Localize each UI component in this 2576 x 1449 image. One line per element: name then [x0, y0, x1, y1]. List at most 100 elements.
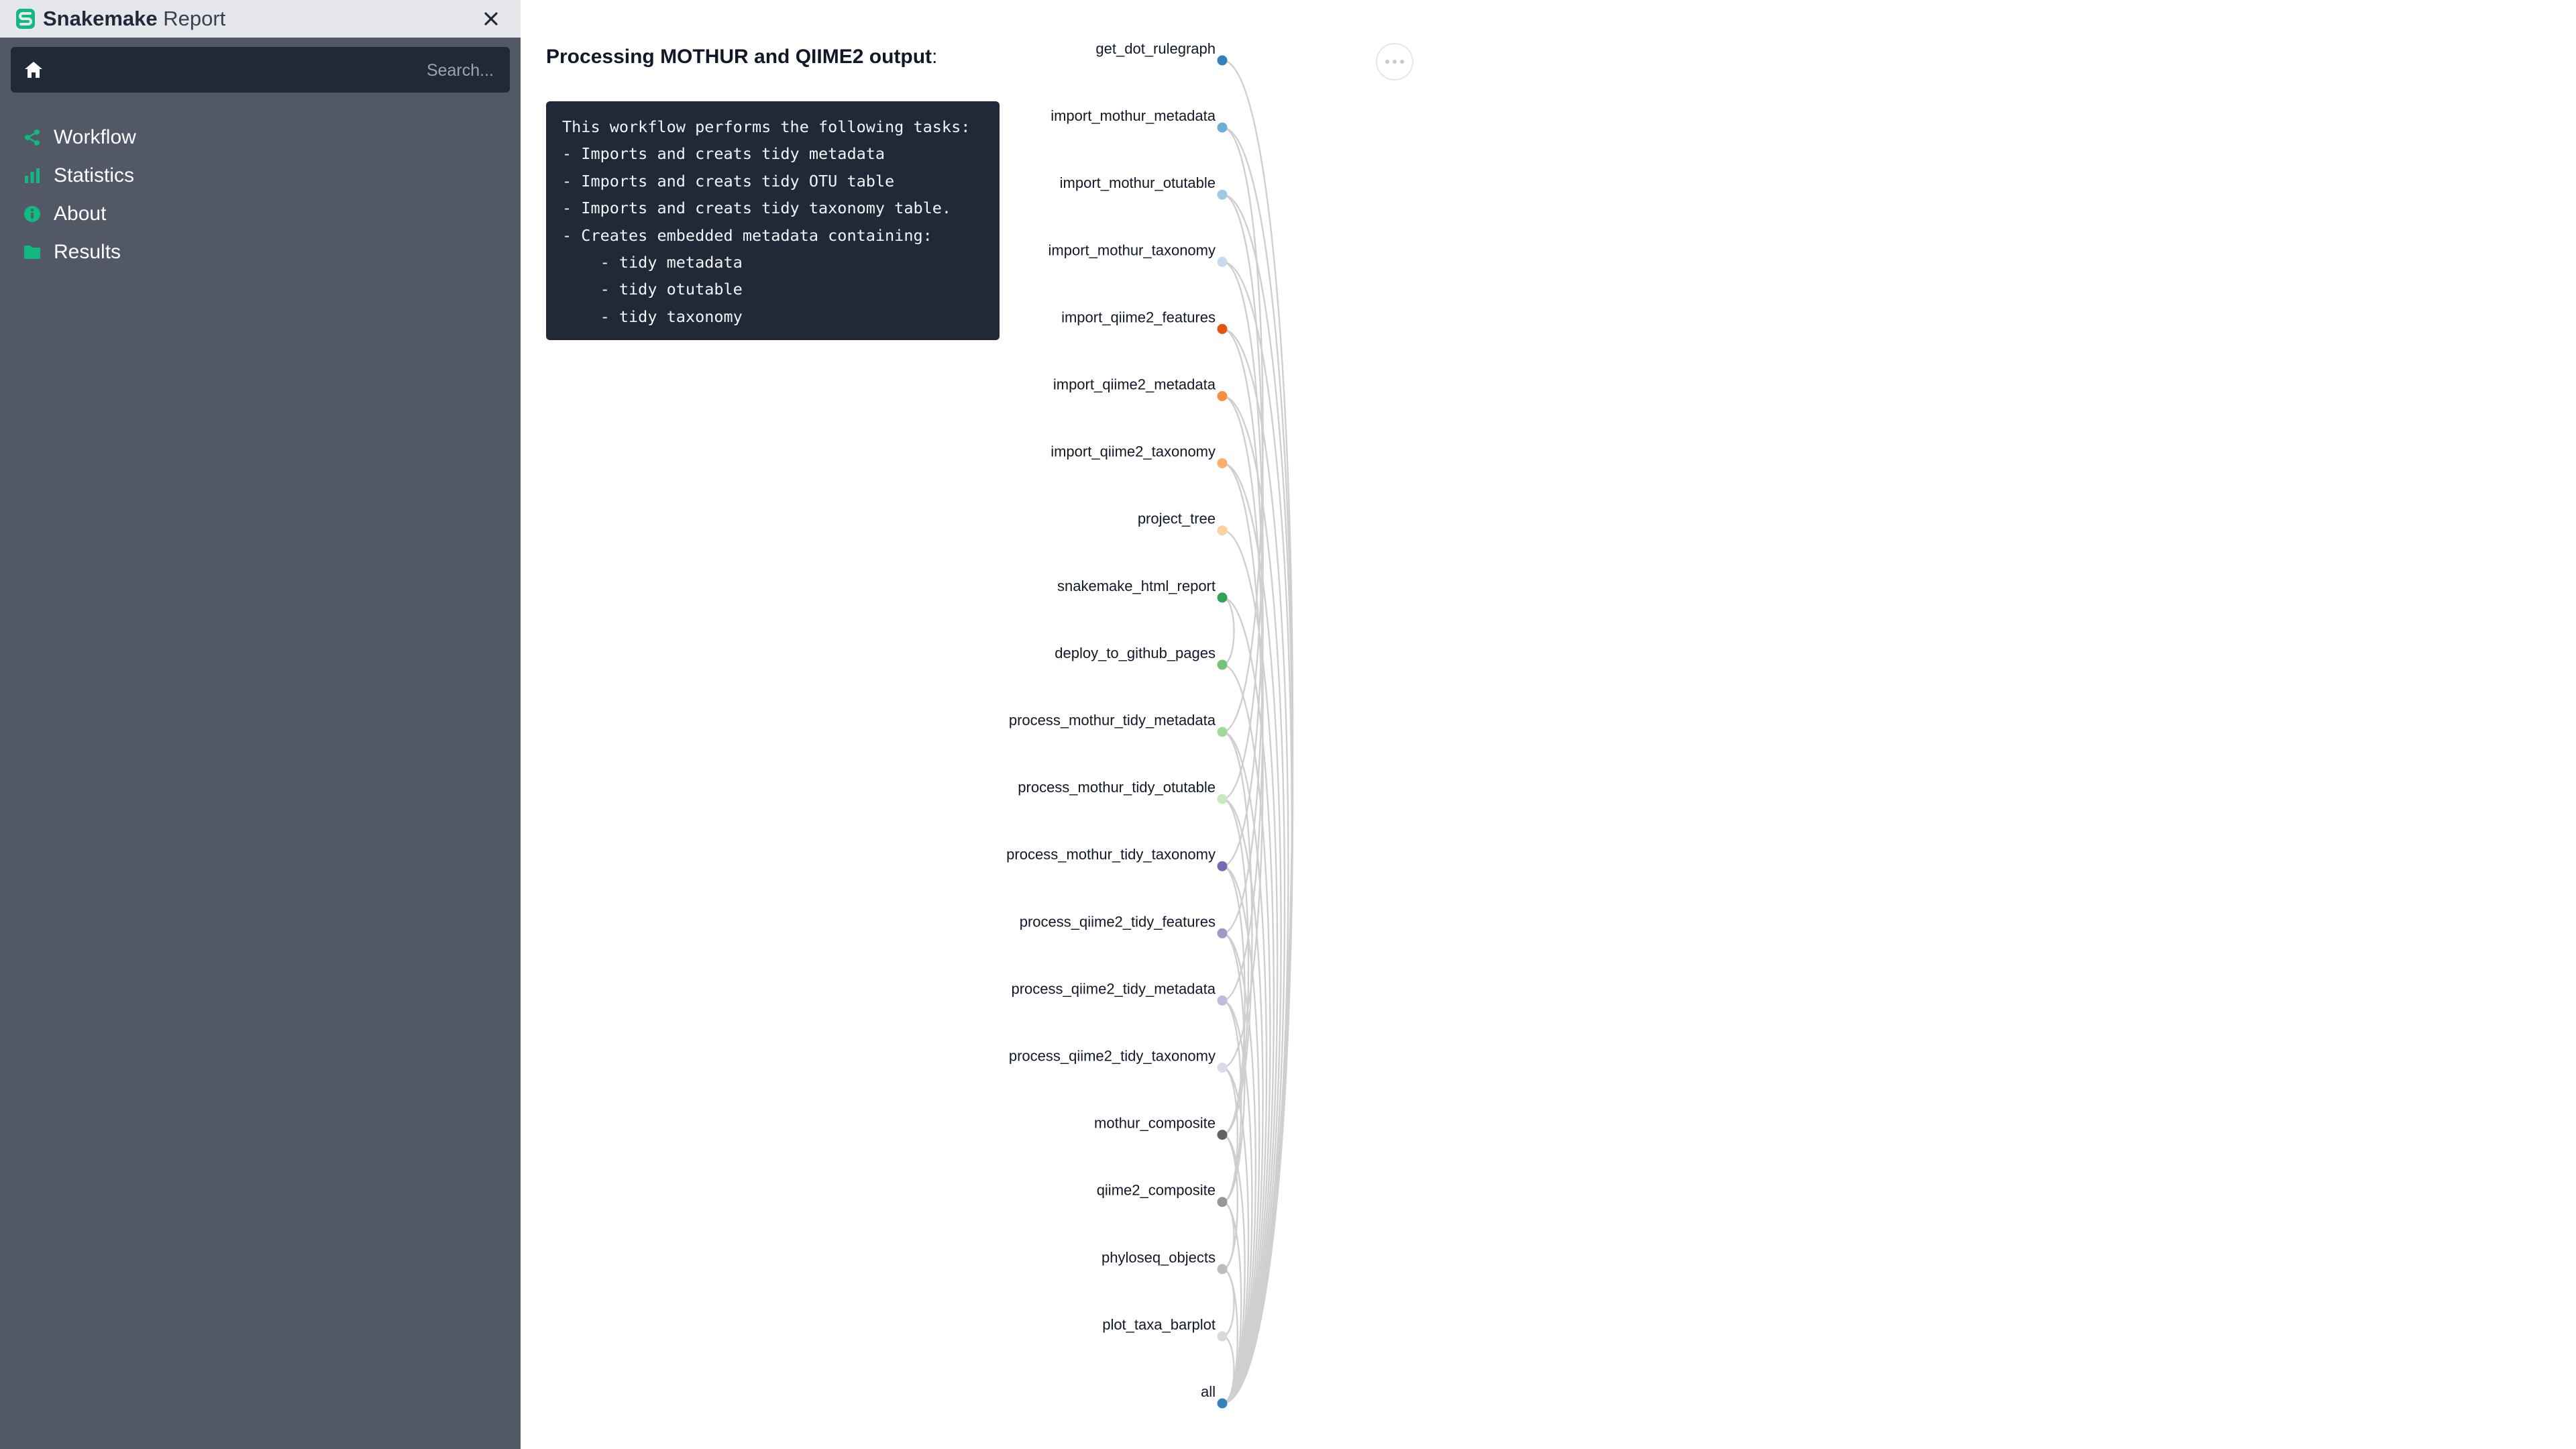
rulegraph-node-dot[interactable]: [1217, 256, 1228, 267]
more-options-button[interactable]: [1376, 43, 1413, 80]
rulegraph-node[interactable]: import_mothur_taxonomy: [1049, 241, 1228, 267]
rulegraph-node[interactable]: process_mothur_tidy_metadata: [1009, 712, 1228, 737]
sidebar-item-results[interactable]: Results: [0, 233, 521, 271]
workflow-description: This workflow performs the following tas…: [546, 101, 1000, 340]
rulegraph-node-label: import_mothur_metadata: [1051, 107, 1216, 124]
rulegraph-node[interactable]: snakemake_html_report: [1057, 578, 1228, 603]
rulegraph-node[interactable]: import_mothur_metadata: [1051, 107, 1228, 133]
rulegraph-edge: [1222, 261, 1264, 867]
sidebar-item-label: Statistics: [54, 164, 135, 186]
rulegraph-node-dot[interactable]: [1217, 928, 1228, 938]
rulegraph-node[interactable]: process_mothur_tidy_taxonomy: [1006, 846, 1228, 871]
rulegraph-edge: [1222, 1268, 1235, 1338]
sidebar-nav: Workflow Statistics About Results: [0, 118, 521, 271]
rulegraph-node[interactable]: qiime2_composite: [1097, 1182, 1228, 1208]
rulegraph-node-label: import_mothur_otutable: [1060, 174, 1216, 191]
rulegraph-edge: [1222, 328, 1289, 1405]
rulegraph-node-dot[interactable]: [1217, 1331, 1228, 1342]
rulegraph-node[interactable]: import_qiime2_features: [1061, 309, 1228, 334]
sidebar-header: Snakemake Report: [0, 0, 521, 38]
search-input[interactable]: [78, 55, 495, 86]
home-icon[interactable]: [23, 59, 44, 80]
sidebar-item-label: About: [54, 202, 107, 225]
rulegraph-edge: [1222, 1268, 1238, 1405]
sidebar-item-about[interactable]: About: [0, 195, 521, 233]
close-icon[interactable]: [480, 8, 502, 30]
rulegraph-node-label: process_qiime2_tidy_metadata: [1011, 980, 1216, 997]
rulegraph-node[interactable]: process_qiime2_tidy_metadata: [1011, 980, 1228, 1006]
rulegraph-edge: [1222, 462, 1264, 1069]
rulegraph-node-label: snakemake_html_report: [1057, 578, 1216, 594]
rulegraph-node-dot[interactable]: [1217, 861, 1228, 871]
rulegraph-edge: [1222, 462, 1282, 1405]
rulegraph-node-dot[interactable]: [1217, 1197, 1228, 1208]
rulegraph-node-label: phyloseq_objects: [1102, 1249, 1216, 1266]
rulegraph-node-dot[interactable]: [1217, 727, 1228, 737]
rulegraph-node[interactable]: all: [1201, 1383, 1228, 1409]
rulegraph-node[interactable]: mothur_composite: [1094, 1115, 1228, 1140]
rulegraph-node-dot[interactable]: [1217, 55, 1228, 66]
rulegraph-node-dot[interactable]: [1217, 1063, 1228, 1073]
more-dot: [1385, 60, 1389, 64]
rulegraph-node-label: process_mothur_tidy_taxonomy: [1006, 846, 1216, 863]
rulegraph-node-dot[interactable]: [1217, 189, 1228, 200]
rulegraph-node-dot[interactable]: [1217, 794, 1228, 804]
rulegraph-node[interactable]: process_qiime2_tidy_taxonomy: [1009, 1048, 1228, 1073]
rulegraph-node[interactable]: deploy_to_github_pages: [1055, 645, 1228, 670]
description-line: - Imports and creats tidy metadata: [562, 144, 885, 164]
rulegraph-node-label: get_dot_rulegraph: [1095, 40, 1216, 57]
sidebar: Snakemake Report Workflow: [0, 0, 521, 1449]
rulegraph-node[interactable]: process_qiime2_tidy_features: [1020, 913, 1228, 938]
sidebar-item-workflow[interactable]: Workflow: [0, 118, 521, 156]
rulegraph-node-dot[interactable]: [1217, 995, 1228, 1006]
rulegraph-node[interactable]: process_mothur_tidy_otutable: [1018, 779, 1228, 804]
rulegraph-node-dot[interactable]: [1217, 323, 1228, 334]
page-title: Processing MOTHUR and QIIME2 output:: [546, 46, 937, 68]
rulegraph-node[interactable]: get_dot_rulegraph: [1095, 40, 1228, 66]
description-line: - Imports and creats tidy OTU table: [562, 171, 895, 191]
rulegraph-edge: [1222, 596, 1235, 666]
rulegraph-node-dot[interactable]: [1217, 592, 1228, 603]
sidebar-item-statistics[interactable]: Statistics: [0, 156, 521, 195]
rulegraph-edge: [1222, 261, 1293, 1405]
app-title: Snakemake Report: [43, 6, 225, 32]
rulegraph-node-dot[interactable]: [1217, 122, 1228, 133]
rulegraph-node-label: process_mothur_tidy_metadata: [1009, 712, 1216, 729]
rulegraph-node-dot[interactable]: [1217, 1398, 1228, 1409]
rulegraph-node-label: all: [1201, 1383, 1216, 1400]
snakemake-logo-icon: [16, 9, 35, 29]
rulegraph-edge: [1222, 1067, 1238, 1203]
app-title-light: Report: [163, 7, 226, 30]
info-icon: [24, 205, 40, 222]
rulegraph-node[interactable]: project_tree: [1138, 511, 1228, 536]
rulegraph-node[interactable]: import_qiime2_taxonomy: [1051, 443, 1228, 469]
rulegraph-node-label: import_qiime2_metadata: [1053, 376, 1216, 393]
rulegraph-node-dot[interactable]: [1217, 659, 1228, 670]
sidebar-item-label: Results: [54, 240, 121, 263]
rulegraph-node-dot[interactable]: [1217, 525, 1228, 536]
rulegraph-node[interactable]: phyloseq_objects: [1102, 1249, 1228, 1275]
rulegraph-node[interactable]: plot_taxa_barplot: [1102, 1316, 1228, 1342]
description-line: - Imports and creats tidy taxonomy table…: [562, 199, 952, 218]
rulegraph-node-dot[interactable]: [1217, 391, 1228, 401]
rulegraph-node-label: qiime2_composite: [1097, 1182, 1216, 1199]
description-line: - Creates embedded metadata containing:: [562, 225, 932, 245]
rulegraph-node-dot[interactable]: [1217, 1264, 1228, 1275]
rulegraph-node-label: process_qiime2_tidy_features: [1020, 913, 1216, 930]
rulegraph-nodes: get_dot_rulegraph import_mothur_metadatai…: [1006, 40, 1228, 1409]
description-line: - tidy taxonomy: [562, 307, 743, 326]
app-title-bold: Snakemake: [43, 7, 158, 30]
rulegraph-node-dot[interactable]: [1217, 458, 1228, 469]
rulegraph-node-label: project_tree: [1138, 511, 1216, 527]
rulegraph-node-label: import_qiime2_taxonomy: [1051, 443, 1216, 460]
rulegraph-node[interactable]: import_mothur_otutable: [1060, 174, 1228, 200]
rulegraph-node-label: process_qiime2_tidy_taxonomy: [1009, 1048, 1216, 1065]
rulegraph-node[interactable]: import_qiime2_metadata: [1053, 376, 1228, 402]
rulegraph-edge: [1222, 865, 1246, 1136]
more-dot: [1393, 60, 1397, 64]
rulegraph-node-label: mothur_composite: [1094, 1115, 1216, 1132]
page-title-text: Processing MOTHUR and QIIME2 output: [546, 46, 932, 68]
rulegraph-node-label: import_qiime2_features: [1061, 309, 1216, 325]
description-line: - tidy otutable: [562, 280, 743, 299]
rulegraph-node-dot[interactable]: [1217, 1130, 1228, 1140]
